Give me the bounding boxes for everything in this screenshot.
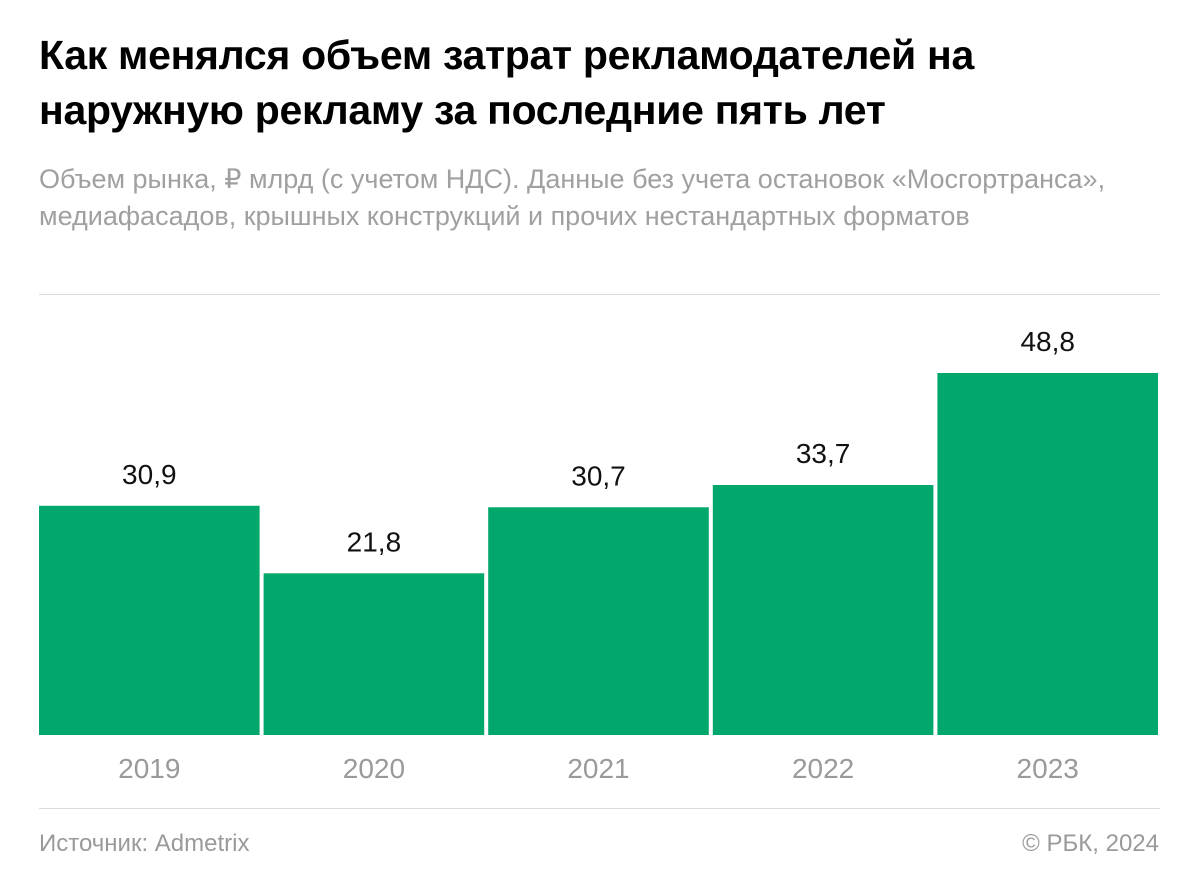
chart-title: Как менялся объем затрат рекламодателей … xyxy=(39,32,975,133)
value-label: 30,7 xyxy=(571,460,626,491)
value-label: 33,7 xyxy=(796,438,851,469)
bottom-divider xyxy=(39,808,1160,809)
x-tick-label: 2023 xyxy=(1017,753,1079,784)
value-label: 21,8 xyxy=(347,526,402,557)
x-tick-label: 2021 xyxy=(567,753,629,784)
bar-2020 xyxy=(263,573,485,735)
x-tick-label: 2020 xyxy=(343,753,405,784)
value-label: 30,9 xyxy=(122,459,177,490)
top-divider xyxy=(39,294,1160,295)
value-label: 48,8 xyxy=(1020,326,1075,357)
bar-2022 xyxy=(712,485,934,735)
x-tick-label: 2022 xyxy=(792,753,854,784)
chart-subtitle: Объем рынка, ₽ млрд (с учетом НДС). Данн… xyxy=(39,164,1106,231)
bar-2019 xyxy=(39,505,260,735)
x-tick-label: 2019 xyxy=(118,753,180,784)
bar-2021 xyxy=(488,507,709,735)
bar-2023 xyxy=(937,373,1158,735)
source-label: Источник: Admetrix xyxy=(39,830,250,857)
copyright-label: © РБК, 2024 xyxy=(1022,830,1159,857)
